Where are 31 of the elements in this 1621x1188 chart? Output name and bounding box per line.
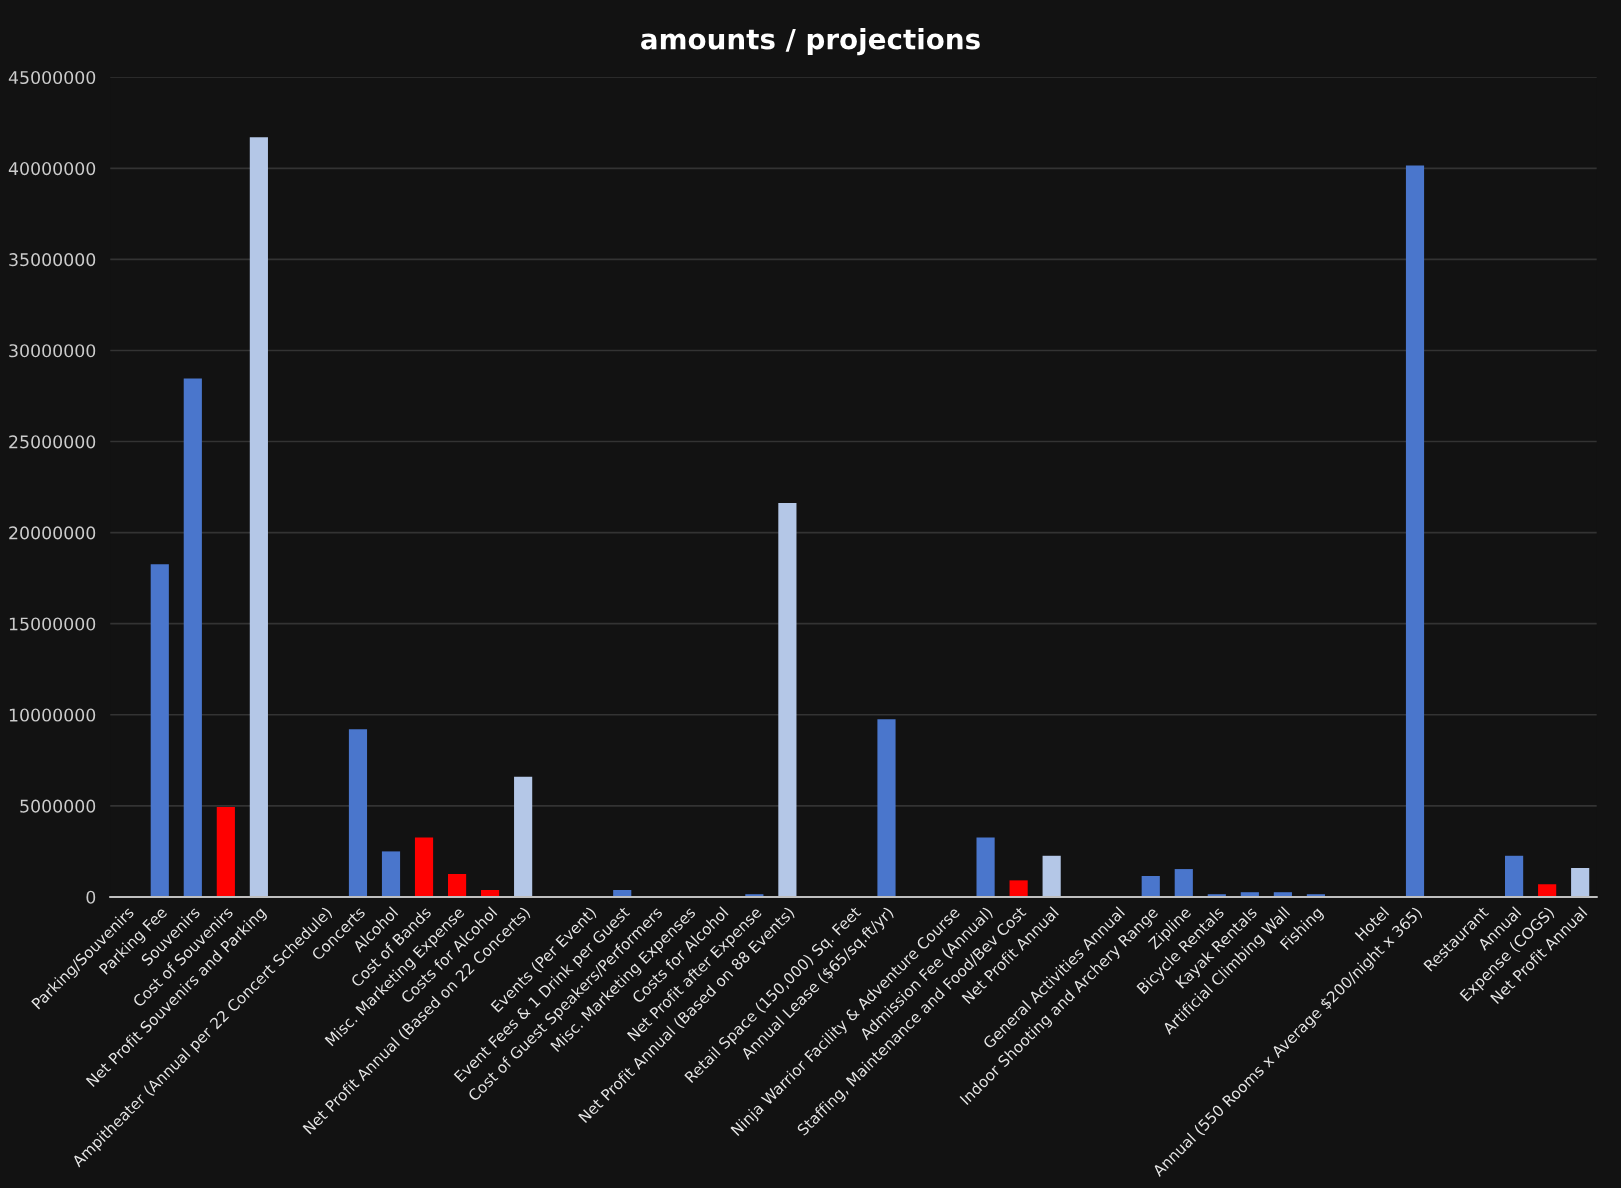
bar	[514, 776, 533, 897]
bar	[1042, 855, 1061, 897]
y-tick-label: 15000000	[9, 617, 96, 631]
y-tick-label: 25000000	[9, 435, 96, 449]
bar	[447, 873, 467, 897]
y-tick-label: 10000000	[9, 708, 96, 722]
bar	[976, 837, 995, 897]
y-tick-label: 5000000	[20, 799, 96, 813]
bar	[778, 502, 797, 897]
y-tick-label: 45000000	[8, 70, 96, 85]
bar	[1141, 875, 1160, 897]
bar	[1405, 165, 1425, 897]
bar	[1174, 869, 1193, 897]
bar	[381, 851, 401, 897]
bar	[1571, 867, 1590, 897]
y-tick-label: 35000000	[9, 253, 96, 267]
bar	[183, 378, 202, 897]
chart-title: amounts / projections	[641, 28, 980, 56]
bar	[348, 729, 368, 897]
bar	[216, 806, 235, 897]
y-tick-label: 20000000	[9, 526, 96, 540]
y-tick-label: 40000000	[8, 162, 96, 176]
bar	[414, 837, 434, 897]
bar	[150, 564, 169, 897]
bar	[1009, 880, 1028, 897]
bar	[1538, 884, 1557, 897]
bar	[1505, 855, 1524, 897]
y-tick-label: 30000000	[9, 344, 96, 358]
bar	[249, 137, 268, 897]
bar	[877, 719, 896, 897]
y-tick-label: 0	[86, 890, 96, 904]
